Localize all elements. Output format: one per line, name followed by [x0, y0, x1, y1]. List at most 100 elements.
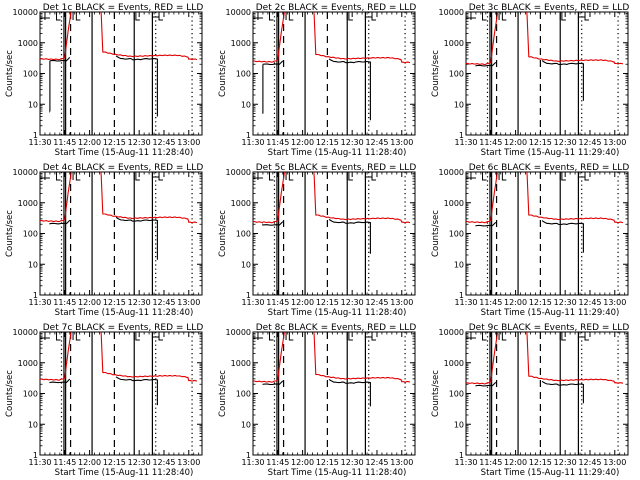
panel-title: Det 2c BLACK = Events, RED = LLD	[256, 3, 417, 13]
x-tick-label: 13:00	[603, 138, 626, 147]
panel-title: Det 3c BLACK = Events, RED = LLD	[469, 3, 630, 13]
lld-series-line	[40, 172, 198, 224]
x-axis-label: Start Time (15-Aug-11 11:29:40)	[481, 308, 620, 318]
interval-bracket	[470, 331, 487, 341]
x-tick-label: 12:15	[103, 458, 126, 467]
y-tick-label: 10000	[13, 8, 38, 17]
interval-bracket	[577, 171, 590, 181]
x-tick-label: 12:30	[341, 298, 364, 307]
y-tick-label: 1	[246, 451, 251, 460]
x-tick-label: 11:30	[28, 298, 51, 307]
panel-det-6: Det 6c BLACK = Events, RED = LLD 1 10 100 10…	[431, 163, 629, 318]
plot-area	[466, 12, 624, 135]
x-tick-label: 12:30	[128, 458, 151, 467]
x-tick-label: 12:00	[78, 138, 101, 147]
panel-title: Det 1c BLACK = Events, RED = LLD	[43, 3, 204, 13]
y-axis-label: Counts/sec	[218, 50, 228, 97]
interval-bracket	[44, 331, 61, 341]
interval-bracket	[72, 331, 81, 341]
y-tick-label: 10	[454, 420, 464, 429]
x-tick-label: 12:45	[152, 298, 175, 307]
events-series-line	[328, 218, 371, 254]
interval-bracket	[44, 11, 61, 21]
x-tick-label: 11:45	[266, 298, 289, 307]
y-tick-label: 10000	[439, 8, 464, 17]
y-axis-label: Counts/sec	[431, 210, 441, 257]
y-tick-label: 100	[236, 70, 251, 79]
lld-series-line	[40, 12, 198, 61]
plot-area	[253, 332, 411, 455]
y-tick-label: 1	[459, 291, 464, 300]
y-tick-label: 100	[23, 390, 38, 399]
interval-bracket	[364, 171, 377, 181]
interval-bracket	[133, 11, 140, 21]
plot-area	[253, 12, 411, 135]
y-tick-label: 1000	[444, 359, 464, 368]
plot-area	[466, 332, 624, 455]
y-tick-label: 1000	[444, 199, 464, 208]
y-tick-label: 10	[241, 260, 251, 269]
lld-series-line	[466, 172, 624, 224]
interval-bracket	[364, 11, 377, 21]
events-series-line	[328, 58, 371, 121]
events-series-line	[541, 220, 584, 253]
events-series-line	[262, 221, 284, 226]
lld-series-line	[253, 12, 411, 64]
y-tick-label: 10000	[13, 168, 38, 177]
interval-bracket	[72, 11, 81, 21]
events-series-line	[262, 60, 284, 115]
interval-bracket	[257, 331, 274, 341]
y-axis-label: Counts/sec	[5, 370, 15, 417]
x-tick-label: 12:00	[291, 458, 314, 467]
x-tick-label: 12:45	[365, 298, 388, 307]
interval-bracket	[346, 331, 353, 341]
x-tick-label: 13:00	[390, 458, 413, 467]
lld-series-line	[466, 12, 624, 66]
events-series-line	[49, 57, 71, 113]
x-tick-label: 12:45	[152, 458, 175, 467]
x-tick-label: 11:30	[241, 458, 264, 467]
x-tick-label: 12:15	[316, 458, 339, 467]
x-axis-label: Start Time (15-Aug-11 11:28:40)	[268, 468, 407, 478]
lld-series-line	[40, 332, 198, 382]
panel-title: Det 4c BLACK = Events, RED = LLD	[43, 163, 204, 173]
interval-bracket	[364, 331, 377, 341]
x-tick-label: 11:45	[53, 138, 76, 147]
interval-bracket	[151, 331, 164, 341]
x-tick-label: 12:30	[341, 458, 364, 467]
events-series-line	[115, 376, 158, 406]
x-tick-label: 11:30	[454, 458, 477, 467]
y-axis-label: Counts/sec	[431, 50, 441, 97]
x-tick-label: 12:00	[504, 298, 527, 307]
interval-bracket	[470, 11, 487, 21]
x-tick-label: 12:45	[578, 138, 601, 147]
x-tick-label: 12:00	[504, 458, 527, 467]
y-tick-label: 10000	[13, 328, 38, 337]
y-tick-label: 1000	[18, 39, 38, 48]
interval-bracket	[285, 11, 294, 21]
x-tick-label: 11:30	[241, 298, 264, 307]
panel-title: Det 6c BLACK = Events, RED = LLD	[469, 163, 630, 173]
events-series-line	[49, 219, 71, 225]
y-axis-label: Counts/sec	[431, 370, 441, 417]
y-tick-label: 100	[23, 70, 38, 79]
x-tick-label: 12:15	[103, 138, 126, 147]
y-tick-label: 10000	[226, 168, 251, 177]
x-tick-label: 12:30	[554, 298, 577, 307]
panel-det-2: Det 2c BLACK = Events, RED = LLD 1 10 100 10…	[218, 3, 416, 158]
events-series-line	[328, 378, 371, 407]
panel-title: Det 5c BLACK = Events, RED = LLD	[256, 163, 417, 173]
y-tick-label: 100	[236, 230, 251, 239]
x-tick-label: 12:45	[578, 458, 601, 467]
panel-det-7: Det 7c BLACK = Events, RED = LLD 1 10 100 10…	[5, 323, 203, 478]
interval-bracket	[72, 171, 81, 181]
y-tick-label: 1000	[231, 199, 251, 208]
panel-title: Det 8c BLACK = Events, RED = LLD	[256, 323, 417, 333]
y-tick-label: 100	[449, 70, 464, 79]
x-tick-label: 12:15	[103, 298, 126, 307]
x-tick-label: 11:45	[479, 298, 502, 307]
interval-bracket	[285, 331, 294, 341]
y-tick-label: 10	[28, 100, 38, 109]
events-series-line	[475, 221, 497, 227]
interval-bracket	[498, 331, 507, 341]
